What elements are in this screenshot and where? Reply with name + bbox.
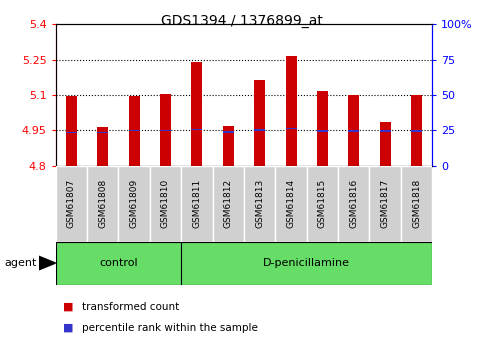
Text: GSM61807: GSM61807 (67, 179, 76, 228)
Bar (380, 130, 391, 132)
Bar (338, 166, 369, 242)
Bar (317, 130, 328, 132)
Bar (275, 166, 307, 242)
Text: GSM61808: GSM61808 (98, 179, 107, 228)
Text: GSM61815: GSM61815 (318, 179, 327, 228)
Bar (191, 129, 202, 130)
Bar (213, 166, 244, 242)
Bar (380, 122, 391, 166)
Polygon shape (39, 256, 56, 270)
Text: GSM61812: GSM61812 (224, 179, 233, 228)
Text: ■: ■ (63, 302, 73, 312)
Text: percentile rank within the sample: percentile rank within the sample (82, 323, 258, 333)
Bar (160, 130, 171, 131)
Bar (150, 166, 181, 242)
Bar (128, 96, 140, 166)
Text: GSM61814: GSM61814 (286, 179, 296, 228)
Bar (56, 166, 87, 242)
Text: GSM61811: GSM61811 (192, 179, 201, 228)
Text: GSM61809: GSM61809 (129, 179, 139, 228)
Bar (285, 128, 297, 129)
Bar (348, 130, 359, 132)
Bar (307, 166, 338, 242)
Text: GDS1394 / 1376899_at: GDS1394 / 1376899_at (160, 14, 323, 28)
Text: GSM61818: GSM61818 (412, 179, 421, 228)
Bar (411, 95, 422, 166)
Bar (411, 130, 422, 132)
Text: GSM61817: GSM61817 (381, 179, 390, 228)
Bar (254, 129, 265, 131)
Bar (191, 62, 202, 166)
Text: D-penicillamine: D-penicillamine (263, 258, 350, 268)
Bar (369, 166, 401, 242)
Bar (348, 95, 359, 166)
Text: ■: ■ (63, 323, 73, 333)
Text: GSM61813: GSM61813 (255, 179, 264, 228)
Text: GSM61810: GSM61810 (161, 179, 170, 228)
Bar (401, 166, 432, 242)
Bar (223, 126, 234, 166)
Text: control: control (99, 258, 138, 268)
Bar (181, 166, 213, 242)
Text: agent: agent (5, 258, 37, 268)
Text: transformed count: transformed count (82, 302, 179, 312)
Bar (160, 94, 171, 166)
Bar (97, 132, 108, 133)
Bar (128, 130, 140, 131)
Bar (118, 166, 150, 242)
Bar (66, 96, 77, 166)
Bar (285, 56, 297, 166)
Text: GSM61816: GSM61816 (349, 179, 358, 228)
Bar (223, 131, 234, 132)
Bar (244, 166, 275, 242)
Bar (254, 80, 265, 166)
Bar (87, 166, 118, 242)
Bar (97, 127, 108, 166)
Bar (317, 91, 328, 166)
Bar (66, 132, 77, 133)
